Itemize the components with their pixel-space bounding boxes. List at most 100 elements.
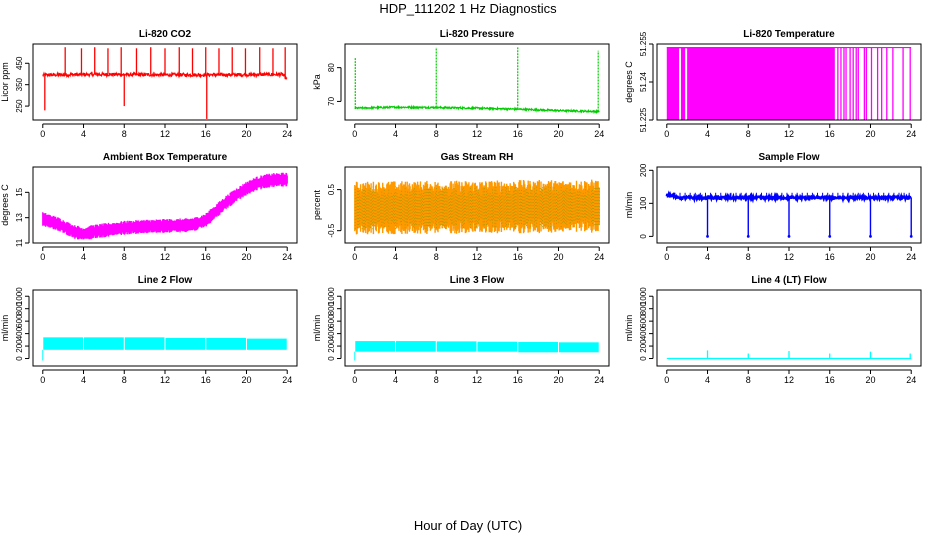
- x-tick-label: 12: [160, 129, 170, 139]
- x-tick-label: 16: [513, 375, 523, 385]
- x-tick-label: 0: [40, 252, 45, 262]
- x-tick-label: 16: [513, 252, 523, 262]
- plot-frame: [656, 166, 922, 244]
- y-tick-label: 1000: [15, 287, 24, 305]
- x-tick-label: 8: [122, 252, 127, 262]
- x-tick-label: 24: [594, 375, 604, 385]
- x-tick-label: 8: [434, 252, 439, 262]
- y-tick-label: 51.255: [639, 31, 648, 56]
- y-tick-label: 250: [15, 99, 24, 113]
- series-group: [666, 350, 912, 360]
- y-axis-label: ml/min: [624, 315, 634, 342]
- plot-panel: Ambient Box Temperature degrees C 0 4 8 12 16 2…: [0, 152, 298, 262]
- plot-frame: [32, 289, 298, 367]
- series-band: [42, 172, 288, 240]
- y-tick-label: 0: [15, 356, 24, 361]
- series-band-secondary: [354, 185, 600, 230]
- series-line: [354, 104, 600, 115]
- y-tick-label: 0: [639, 356, 648, 361]
- y-tick-label: 450: [15, 56, 24, 70]
- x-tick-label: 16: [825, 129, 835, 139]
- y-axis-label: Licor ppm: [0, 62, 10, 102]
- x-tick-label: 0: [664, 252, 669, 262]
- x-tick-label: 20: [241, 375, 251, 385]
- y-tick-label: 100: [639, 196, 648, 210]
- y-tick-label: 15: [15, 187, 24, 196]
- y-axis-label: ml/min: [0, 315, 10, 342]
- dropout-point: [909, 234, 913, 238]
- filled-block: [666, 47, 835, 120]
- plot-panel: Sample Flow ml/min 0 4 8 12 16 20 24 0 100 200: [624, 152, 922, 262]
- x-tick-label: 24: [906, 252, 916, 262]
- plot-frame: [656, 289, 922, 367]
- dropout-point: [706, 234, 709, 238]
- x-tick-label: 8: [746, 375, 751, 385]
- y-tick-label: 80: [327, 63, 336, 72]
- flow-block: [165, 337, 206, 350]
- x-tick-label: 12: [472, 375, 482, 385]
- y-axis-label: kPa: [312, 74, 322, 90]
- x-tick-label: 24: [282, 252, 292, 262]
- x-tick-label: 20: [241, 252, 251, 262]
- y-tick-label: 13: [15, 213, 24, 222]
- x-tick-label: 16: [825, 375, 835, 385]
- plot-frame: [344, 166, 610, 244]
- y-tick-label: 600: [327, 314, 336, 328]
- plot-panel: Line 4 (LT) Flow ml/min 0 4 8 12 16 20 24 0 200400…: [624, 275, 922, 385]
- x-tick-label: 20: [865, 375, 875, 385]
- dropout-point: [828, 234, 832, 238]
- plot-title: Li-820 CO2: [139, 29, 192, 40]
- plot-frame: [344, 43, 610, 121]
- x-tick-label: 4: [393, 252, 398, 262]
- x-tick-label: 0: [664, 129, 669, 139]
- x-tick-label: 0: [352, 129, 357, 139]
- x-tick-label: 8: [746, 129, 751, 139]
- y-tick-label: 600: [15, 314, 24, 328]
- series-group: [42, 47, 288, 119]
- series-group: [665, 190, 913, 238]
- y-tick-label: 200: [639, 339, 648, 353]
- flow-block: [206, 337, 246, 350]
- x-tick-label: 8: [122, 129, 127, 139]
- y-tick-label: -0.5: [327, 223, 336, 237]
- x-tick-label: 12: [784, 252, 794, 262]
- flow-block: [355, 341, 396, 352]
- x-tick-label: 4: [705, 129, 710, 139]
- plot-title: Li-820 Pressure: [440, 29, 515, 40]
- x-tick-label: 16: [201, 129, 211, 139]
- plot-panel: Li-820 Temperature degrees C 0 4 8 12 16 20 24 51…: [624, 29, 922, 139]
- x-tick-label: 16: [201, 375, 211, 385]
- y-tick-label: 0.5: [327, 183, 336, 195]
- y-tick-label: 200: [639, 163, 648, 177]
- x-axis-caption: Hour of Day (UTC): [413, 518, 523, 533]
- x-tick-label: 12: [160, 375, 170, 385]
- series-group: [666, 46, 912, 120]
- plot-title: Line 2 Flow: [138, 275, 193, 286]
- plot-frame: [32, 43, 298, 121]
- y-tick-label: 200: [15, 339, 24, 353]
- plot-panel: Li-820 CO2 Licor ppm 0 4 8 12 16 20 24 250 350 450: [0, 29, 298, 139]
- x-tick-label: 12: [784, 129, 794, 139]
- x-tick-label: 8: [434, 129, 439, 139]
- y-tick-label: 0: [639, 234, 648, 239]
- y-tick-label: 51.24: [639, 71, 648, 92]
- y-axis-label: percent: [312, 189, 322, 220]
- y-tick-label: 400: [15, 326, 24, 340]
- y-axis-label: ml/min: [312, 315, 322, 342]
- plot-frame: [32, 166, 298, 244]
- plot-frame: [656, 43, 922, 121]
- plot-title: Line 3 Flow: [450, 275, 505, 286]
- y-axis-label: degrees C: [0, 184, 10, 226]
- x-tick-label: 8: [746, 252, 751, 262]
- x-tick-label: 20: [241, 129, 251, 139]
- x-tick-label: 4: [81, 375, 86, 385]
- y-tick-label: 0: [327, 356, 336, 361]
- series-group: [354, 179, 600, 235]
- plot-panel: Li-820 Pressure kPa 0 4 8 12 16 20 24 70 80: [312, 29, 610, 139]
- flow-block: [436, 341, 477, 352]
- plot-title: Gas Stream RH: [441, 152, 514, 163]
- x-tick-label: 12: [784, 375, 794, 385]
- flow-block: [43, 337, 84, 350]
- plot-title: Li-820 Temperature: [743, 29, 835, 40]
